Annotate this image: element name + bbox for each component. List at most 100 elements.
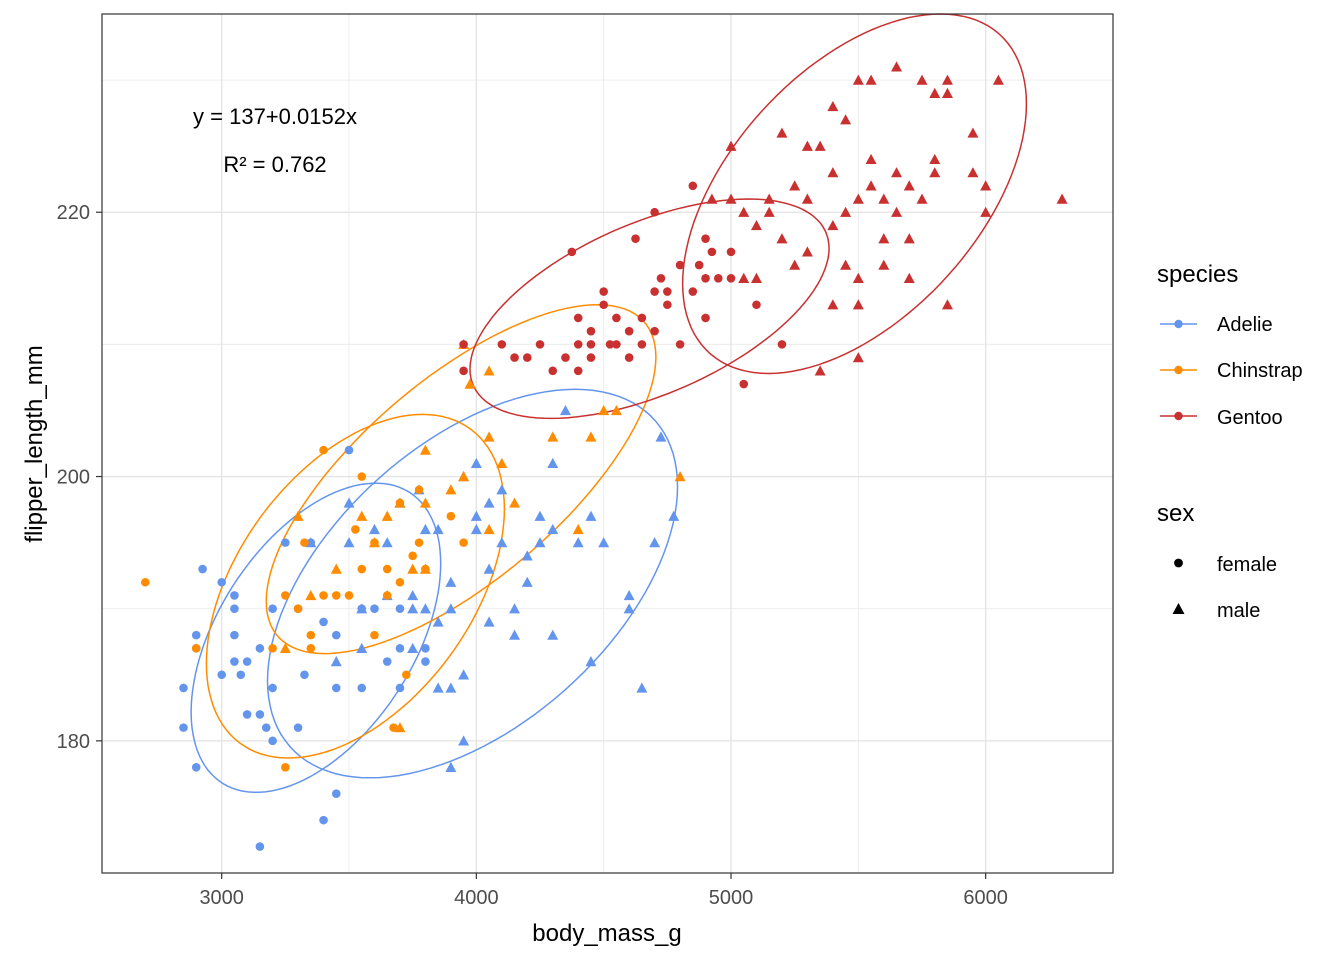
point-gentoo-male	[827, 219, 839, 231]
point-chinstrap-male	[483, 365, 495, 376]
point-adelie-male	[343, 537, 355, 548]
point-gentoo-male	[852, 352, 864, 363]
ellipse-chinstrap-male	[265, 303, 657, 655]
point-gentoo-male	[891, 61, 903, 72]
equation-annotation: y = 137+0.0152x	[193, 104, 357, 129]
point-adelie-female	[268, 736, 277, 746]
point-gentoo-male	[903, 272, 915, 283]
point-gentoo-male	[967, 167, 979, 178]
point-chinstrap-male	[674, 471, 686, 482]
point-adelie-female	[293, 723, 303, 732]
point-gentoo-female	[497, 340, 507, 349]
point-chinstrap-female	[293, 604, 303, 613]
point-adelie-female	[255, 644, 265, 653]
point-adelie-male	[649, 537, 661, 548]
point-adelie-female	[421, 644, 430, 653]
point-gentoo-female	[612, 313, 621, 323]
point-adelie-male	[445, 576, 457, 587]
point-adelie-female	[255, 710, 265, 719]
point-chinstrap-male	[381, 510, 393, 521]
point-adelie-male	[445, 761, 457, 772]
point-adelie-male	[509, 629, 521, 640]
point-chinstrap-female	[140, 577, 150, 587]
point-gentoo-male	[865, 74, 877, 85]
point-adelie-female	[395, 604, 405, 613]
point-gentoo-male	[980, 206, 992, 217]
point-gentoo-male	[750, 219, 762, 231]
point-gentoo-female	[777, 340, 787, 349]
point-gentoo-female	[586, 353, 596, 362]
point-adelie-male	[547, 457, 559, 468]
point-chinstrap-female	[446, 511, 456, 521]
point-chinstrap-male	[368, 537, 380, 548]
y-axis-title: flipper_length_mm	[21, 345, 48, 542]
point-adelie-male	[458, 669, 470, 680]
point-adelie-female	[236, 670, 246, 680]
point-adelie-female	[421, 657, 430, 666]
point-adelie-male	[432, 682, 444, 693]
point-gentoo-female	[548, 366, 558, 376]
point-gentoo-female	[459, 366, 468, 376]
point-gentoo-male	[827, 101, 839, 112]
x-tick-label: 6000	[963, 887, 1008, 909]
legend-key-chinstrap-point	[1174, 365, 1183, 375]
point-gentoo-female	[663, 300, 672, 310]
point-chinstrap-male	[394, 722, 406, 733]
point-gentoo-male	[852, 272, 864, 283]
point-adelie-female	[331, 630, 341, 640]
point-adelie-female	[230, 604, 239, 613]
point-gentoo-male	[725, 140, 737, 151]
point-adelie-male	[432, 616, 444, 627]
point-adelie-female	[331, 789, 341, 799]
point-gentoo-male	[789, 259, 801, 270]
point-adelie-male	[623, 603, 635, 614]
point-gentoo-female	[586, 340, 596, 349]
point-gentoo-male	[891, 206, 903, 217]
point-gentoo-female	[624, 326, 634, 336]
point-gentoo-female	[567, 247, 577, 257]
point-chinstrap-male	[407, 563, 419, 574]
panel-border	[101, 13, 1114, 874]
point-adelie-male	[445, 682, 457, 693]
point-gentoo-male	[750, 272, 762, 283]
point-adelie-female	[319, 617, 328, 627]
point-gentoo-male	[941, 299, 953, 310]
point-adelie-male	[470, 510, 482, 521]
point-adelie-female	[261, 723, 271, 732]
point-chinstrap-female	[351, 525, 360, 534]
point-chinstrap-female	[344, 591, 354, 600]
point-gentoo-male	[738, 206, 750, 217]
point-adelie-female	[395, 683, 405, 693]
point-gentoo-male	[852, 74, 864, 85]
x-tick-label: 4000	[454, 887, 499, 909]
point-adelie-female	[382, 657, 392, 666]
point-adelie-female	[242, 657, 252, 666]
point-gentoo-male	[814, 140, 826, 151]
point-gentoo-male	[929, 153, 941, 165]
point-gentoo-female	[605, 340, 615, 349]
point-adelie-male	[534, 510, 546, 521]
legend-key-gentoo-point	[1174, 411, 1183, 421]
point-chinstrap-female	[414, 538, 424, 547]
legend-item-chinstrap: Chinstrap	[1160, 360, 1303, 382]
point-gentoo-male	[929, 167, 941, 178]
point-gentoo-male	[865, 153, 877, 165]
point-adelie-male	[483, 616, 495, 627]
point-gentoo-male	[840, 114, 852, 125]
legend-species: species Adelie Chinstrap Gentoo	[1157, 261, 1303, 429]
legend-item-male: male	[1172, 600, 1260, 622]
point-chinstrap-male	[445, 484, 457, 495]
point-chinstrap-female	[306, 630, 316, 640]
point-chinstrap-male	[598, 404, 610, 416]
point-chinstrap-male	[610, 404, 622, 416]
point-gentoo-male	[941, 87, 953, 98]
point-gentoo-female	[701, 274, 710, 283]
point-gentoo-male	[903, 233, 915, 244]
x-axis: 3000 4000 5000 6000	[199, 873, 1008, 909]
point-gentoo-female	[631, 234, 640, 243]
legend-species-title: species	[1157, 261, 1238, 288]
point-chinstrap-female	[357, 472, 367, 481]
point-gentoo-female	[561, 353, 570, 362]
point-adelie-female	[191, 762, 201, 772]
point-gentoo-female	[573, 313, 583, 323]
